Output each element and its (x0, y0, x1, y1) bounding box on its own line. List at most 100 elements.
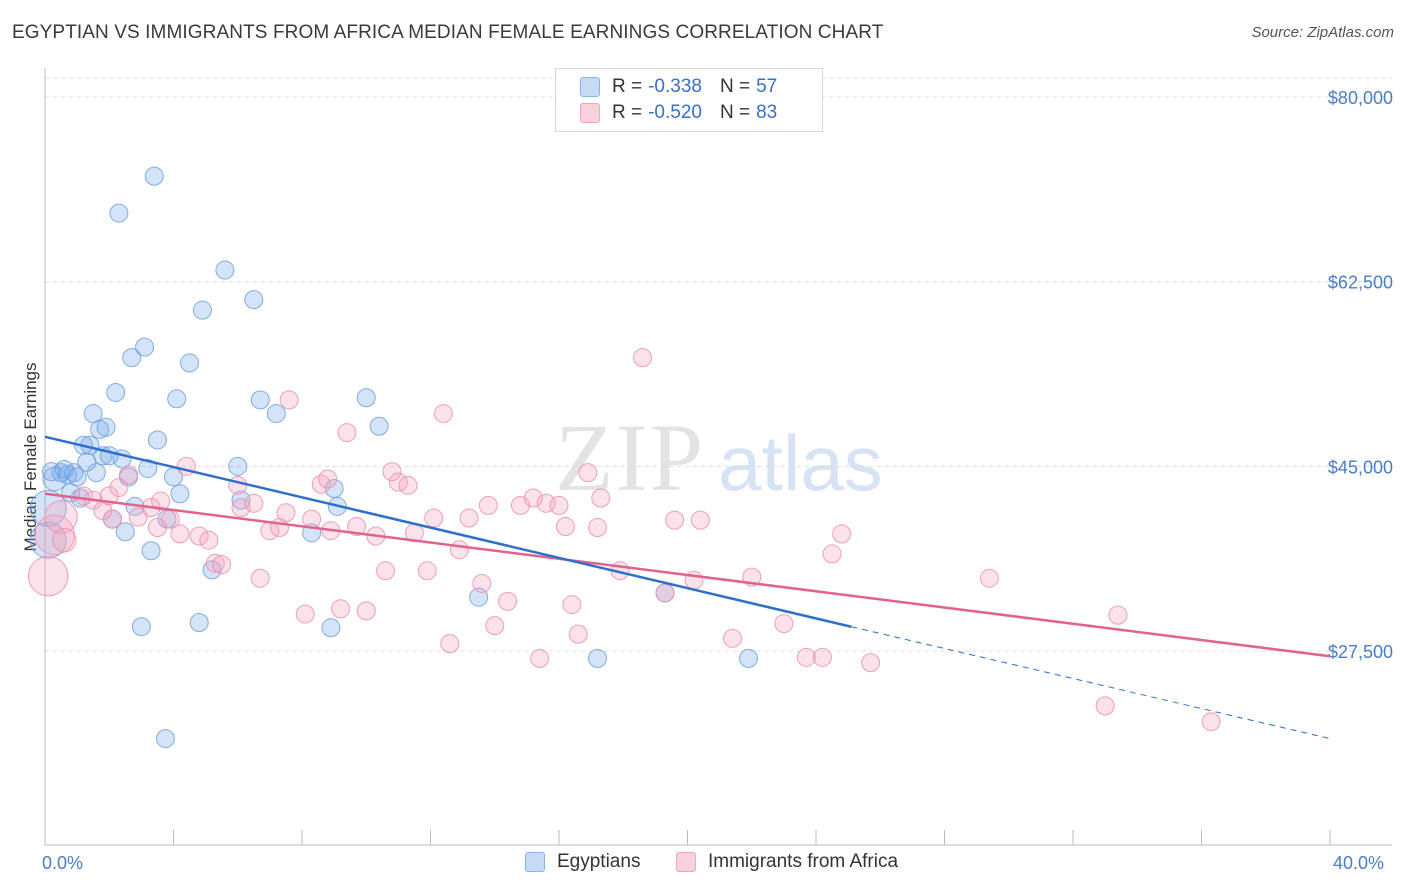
legend-row-immigrants: R = -0.520 N = 83 (580, 100, 777, 126)
y-axis-label: Median Female Earnings (21, 363, 40, 552)
data-point (578, 463, 598, 483)
data-point (311, 474, 331, 494)
data-point (138, 458, 158, 478)
data-point (27, 555, 69, 597)
y-tick-label: $27,500 (1328, 642, 1393, 662)
data-point (979, 568, 999, 588)
series-legend: Egyptians Immigrants from Africa (0, 851, 1406, 879)
chart-title: EGYPTIAN VS IMMIGRANTS FROM AFRICA MEDIA… (12, 22, 884, 43)
correlation-legend: R = -0.338 N = 57 R = -0.520 N = 83 (555, 68, 823, 132)
watermark: ZIP atlas (555, 404, 883, 511)
y-tick-labels: $27,500 $45,000 $62,500 $80,000 (1328, 88, 1393, 662)
data-point (376, 561, 396, 581)
trend-lines (44, 435, 1331, 740)
data-point (822, 544, 842, 564)
data-point (812, 647, 832, 667)
y-tick-label: $80,000 (1328, 88, 1393, 108)
data-point (796, 647, 816, 667)
data-point (52, 528, 77, 553)
legend-r-value: -0.338 (648, 76, 702, 97)
legend-swatch-egyptians (525, 852, 545, 872)
data-point (135, 337, 155, 357)
trend-line-immigrants (44, 492, 1331, 658)
data-point (478, 495, 498, 515)
data-point (170, 484, 190, 504)
data-point (86, 463, 106, 483)
data-point (228, 456, 248, 476)
data-point (67, 467, 87, 487)
trend-line-egyptians (44, 435, 852, 628)
x-tick-label-max: 40.0% (1333, 853, 1385, 873)
legend-swatch-egyptians (580, 77, 600, 97)
data-point (170, 524, 190, 544)
data-point (83, 404, 103, 424)
data-point (530, 648, 550, 668)
watermark-zip: ZIP (555, 404, 705, 511)
data-point (189, 613, 209, 633)
data-point (321, 618, 341, 638)
data-point (356, 388, 376, 408)
legend-swatch-immigrants (580, 103, 600, 123)
data-point (588, 648, 608, 668)
data-point (318, 469, 338, 489)
data-point (205, 553, 225, 573)
data-point (459, 508, 479, 528)
data-point (128, 507, 148, 527)
data-point (180, 353, 200, 373)
data-point (1095, 696, 1115, 716)
data-point (199, 530, 219, 550)
legend-swatch-immigrants (676, 852, 696, 872)
legend-item-immigrants: Immigrants from Africa (676, 851, 898, 873)
data-point (549, 495, 569, 515)
legend-r-value: -0.520 (648, 102, 702, 123)
data-point (861, 653, 881, 673)
data-point (302, 509, 322, 529)
legend-label-immigrants: Immigrants from Africa (708, 851, 899, 872)
data-point (109, 477, 129, 497)
data-point (147, 430, 167, 450)
data-point (356, 601, 376, 621)
legend-item-egyptians: Egyptians (525, 851, 640, 873)
data-point (141, 541, 161, 561)
data-point (382, 462, 402, 482)
data-point (131, 617, 151, 637)
data-point (115, 522, 135, 542)
data-point (485, 616, 505, 636)
data-point (102, 509, 122, 529)
data-point (722, 628, 742, 648)
data-point (1108, 605, 1128, 625)
source-label: Source: ZipAtlas.com (1251, 24, 1394, 41)
data-point (96, 417, 116, 437)
data-point (44, 500, 78, 534)
data-point (151, 491, 171, 511)
data-point (295, 604, 315, 624)
data-point (231, 490, 251, 510)
data-point (279, 390, 299, 410)
y-tick-label: $62,500 (1328, 273, 1393, 293)
data-point (119, 465, 139, 485)
data-point (109, 203, 129, 223)
data-point (449, 540, 469, 560)
data-point (155, 729, 175, 749)
legend-n-value: 57 (756, 76, 778, 97)
legend-row-egyptians: R = -0.338 N = 57 (580, 74, 777, 100)
legend-n-key: N = (719, 76, 751, 97)
legend-n-key: N = (719, 102, 751, 123)
data-point (244, 493, 264, 513)
data-point (347, 516, 367, 536)
data-point (331, 599, 351, 619)
data-point (212, 554, 232, 574)
data-point (192, 300, 212, 320)
data-point (665, 510, 685, 530)
data-point (523, 488, 543, 508)
data-point (337, 423, 357, 443)
data-point (832, 524, 852, 544)
data-point (424, 508, 444, 528)
data-point (250, 568, 270, 588)
data-point (498, 591, 518, 611)
data-point (189, 526, 209, 546)
data-point (1201, 712, 1221, 732)
axes (44, 68, 1392, 846)
legend-r-key: R = (612, 102, 643, 123)
grid (45, 77, 1392, 652)
